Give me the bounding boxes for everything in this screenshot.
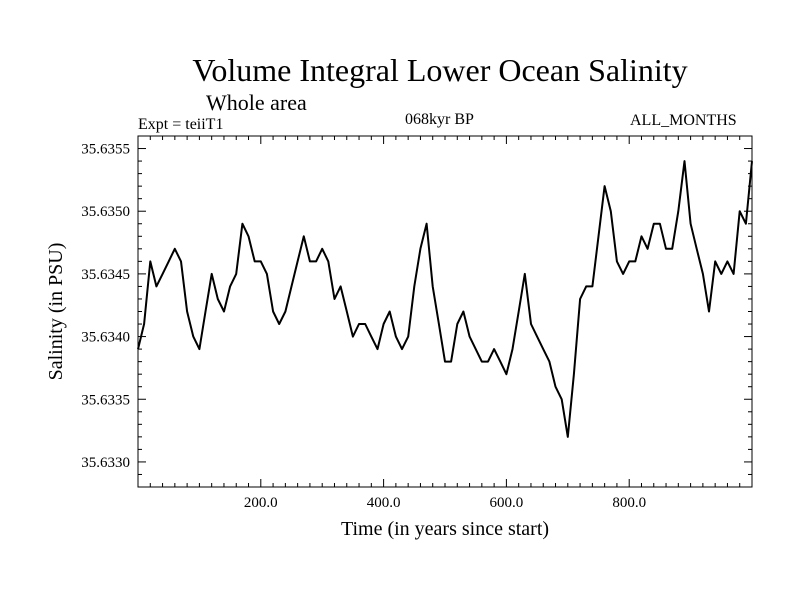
plot-frame [137, 135, 753, 488]
y-tick-label: 35.6335 [81, 392, 130, 408]
x-axis-label: Time (in years since start) [341, 518, 549, 540]
y-axis-label: Salinity (in PSU) [45, 243, 67, 381]
x-tick-label: 800.0 [612, 495, 646, 511]
y-tick-label: 35.6340 [81, 330, 130, 346]
period-label: 068kyr BP [405, 111, 474, 128]
months-label: ALL_MONTHS [630, 112, 737, 129]
chart-subtitle: Whole area [206, 90, 307, 115]
x-tick-label: 200.0 [244, 495, 278, 511]
y-tick-label: 35.6330 [81, 455, 130, 471]
y-tick-label: 35.6355 [81, 142, 130, 158]
experiment-label: Expt = teiiT1 [138, 116, 224, 133]
y-tick-label: 35.6345 [81, 267, 130, 283]
x-tick-label: 600.0 [490, 495, 524, 511]
chart-title: Volume Integral Lower Ocean Salinity [192, 52, 688, 88]
series-line-0 [137, 160, 753, 438]
x-tick-label: 400.0 [367, 495, 401, 511]
y-tick-label: 35.6350 [81, 204, 130, 220]
